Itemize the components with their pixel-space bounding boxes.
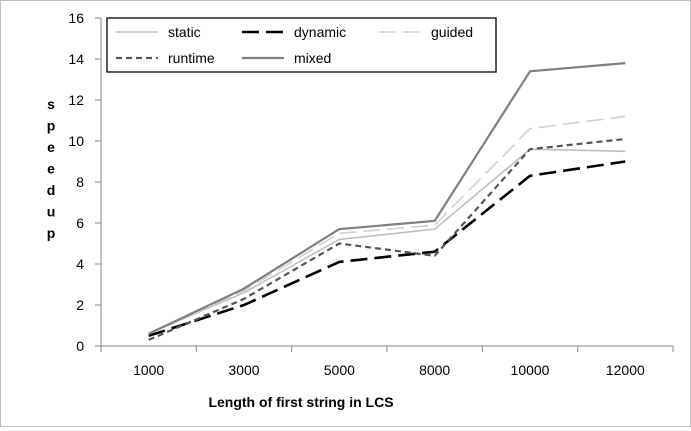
legend-label-mixed: mixed bbox=[294, 50, 331, 66]
legend-label-guided: guided bbox=[431, 24, 473, 40]
y-tick-label: 16 bbox=[68, 10, 84, 26]
series-line-dynamic bbox=[148, 160, 626, 338]
y-tick-label: 8 bbox=[76, 174, 84, 190]
series-line-static bbox=[148, 148, 626, 335]
x-tick-label: 8000 bbox=[419, 362, 450, 378]
series-lines bbox=[148, 62, 626, 341]
y-axis-title-letter: p bbox=[47, 118, 56, 134]
x-tick-label: 3000 bbox=[228, 362, 259, 378]
y-tick-label: 0 bbox=[76, 338, 84, 354]
y-tick-label: 12 bbox=[68, 92, 84, 108]
y-axis-title-letter: d bbox=[47, 182, 56, 198]
y-axis-title-letter: e bbox=[47, 139, 55, 155]
legend-label-runtime: runtime bbox=[168, 50, 215, 66]
x-tick-label: 5000 bbox=[324, 362, 355, 378]
x-tick-label: 10000 bbox=[511, 362, 550, 378]
x-axis-title: Length of first string in LCS bbox=[208, 394, 393, 410]
y-axis-title-letter: u bbox=[47, 204, 56, 220]
y-tick-label: 14 bbox=[68, 51, 84, 67]
y-tick-label: 10 bbox=[68, 133, 84, 149]
y-tick-label: 2 bbox=[76, 297, 84, 313]
y-tick-label: 4 bbox=[76, 256, 84, 272]
y-axis-title-letter: s bbox=[47, 96, 55, 112]
y-axis-title-letter: p bbox=[47, 225, 56, 241]
series-line-guided bbox=[148, 115, 626, 335]
series-line-mixed bbox=[148, 62, 626, 335]
y-tick-label: 6 bbox=[76, 215, 84, 231]
legend-box bbox=[106, 17, 497, 73]
x-tick-label: 12000 bbox=[606, 362, 645, 378]
legend: static dynamic guided runtime mixed bbox=[106, 17, 497, 73]
legend-label-dynamic: dynamic bbox=[294, 24, 346, 40]
y-axis-title-letter: e bbox=[47, 161, 55, 177]
x-tick-label: 1000 bbox=[133, 362, 164, 378]
x-tick-labels: 1000 3000 5000 8000 10000 12000 bbox=[100, 346, 674, 378]
y-tick-labels: 0 2 4 6 8 10 12 14 16 bbox=[68, 10, 101, 354]
series-line-runtime bbox=[148, 137, 626, 341]
legend-label-static: static bbox=[168, 24, 201, 40]
